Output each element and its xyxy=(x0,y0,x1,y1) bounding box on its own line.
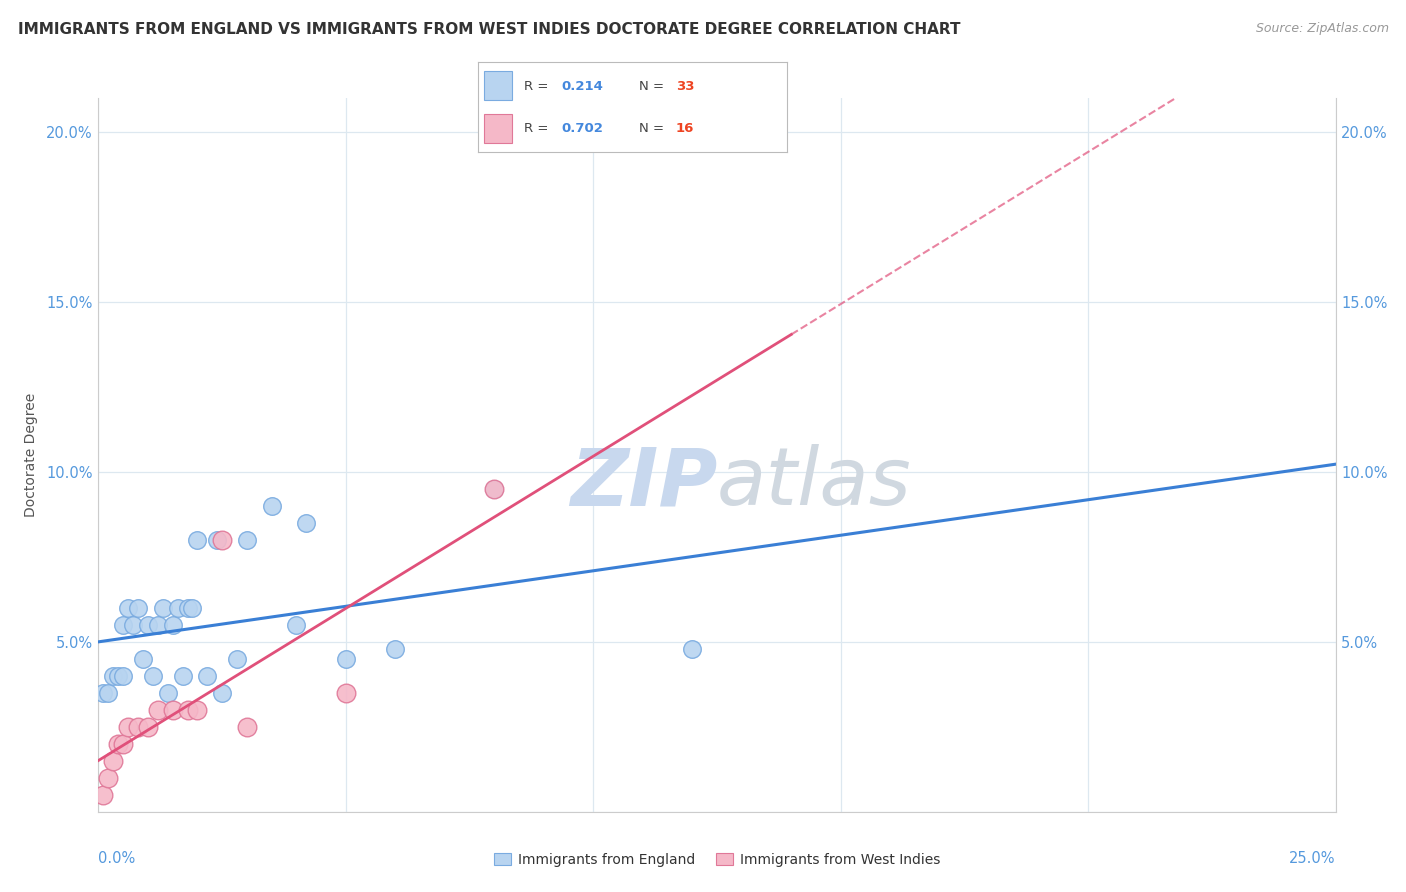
Point xyxy=(103,669,125,683)
Point xyxy=(195,669,218,683)
Text: atlas: atlas xyxy=(717,444,912,523)
Point xyxy=(186,703,208,717)
Text: 0.0%: 0.0% xyxy=(98,851,135,866)
Point xyxy=(484,482,506,496)
Text: 0.702: 0.702 xyxy=(561,122,603,135)
Point xyxy=(226,652,249,666)
Text: N =: N = xyxy=(638,122,668,135)
Text: Source: ZipAtlas.com: Source: ZipAtlas.com xyxy=(1256,22,1389,36)
Point xyxy=(162,703,184,717)
Point xyxy=(211,686,233,700)
Text: 16: 16 xyxy=(676,122,695,135)
Text: IMMIGRANTS FROM ENGLAND VS IMMIGRANTS FROM WEST INDIES DOCTORATE DEGREE CORRELAT: IMMIGRANTS FROM ENGLAND VS IMMIGRANTS FR… xyxy=(18,22,960,37)
Point xyxy=(186,533,208,547)
Point xyxy=(172,669,194,683)
Point xyxy=(127,600,149,615)
Text: 33: 33 xyxy=(676,79,695,93)
Point xyxy=(107,669,129,683)
Point xyxy=(211,533,233,547)
Point xyxy=(146,703,169,717)
Point xyxy=(285,617,308,632)
Point xyxy=(97,771,120,785)
Point xyxy=(136,720,159,734)
Point xyxy=(112,617,135,632)
Point xyxy=(236,720,259,734)
Point xyxy=(103,754,125,768)
Point xyxy=(681,641,703,656)
Point xyxy=(117,720,139,734)
Point xyxy=(260,499,283,513)
Point xyxy=(117,600,139,615)
Y-axis label: Doctorate Degree: Doctorate Degree xyxy=(24,392,38,517)
Point xyxy=(107,737,129,751)
Point xyxy=(93,686,115,700)
Point xyxy=(205,533,228,547)
Point xyxy=(152,600,174,615)
Text: ZIP: ZIP xyxy=(569,444,717,523)
Point xyxy=(146,617,169,632)
Point xyxy=(295,516,318,530)
Point xyxy=(127,720,149,734)
Point xyxy=(181,600,204,615)
Point xyxy=(335,686,357,700)
Point xyxy=(112,737,135,751)
Point xyxy=(176,703,198,717)
Point xyxy=(142,669,165,683)
Point xyxy=(484,482,506,496)
Point xyxy=(384,641,406,656)
Bar xyxy=(484,71,512,101)
Point xyxy=(166,600,188,615)
Text: R =: R = xyxy=(524,79,553,93)
Point xyxy=(162,617,184,632)
Legend: Immigrants from England, Immigrants from West Indies: Immigrants from England, Immigrants from… xyxy=(489,847,945,872)
Point xyxy=(97,686,120,700)
Text: N =: N = xyxy=(638,79,668,93)
Bar xyxy=(484,114,512,143)
Point xyxy=(176,600,198,615)
Text: R =: R = xyxy=(524,122,553,135)
Text: 25.0%: 25.0% xyxy=(1289,851,1336,866)
Point xyxy=(335,652,357,666)
Point xyxy=(132,652,155,666)
Point xyxy=(122,617,145,632)
Text: 0.214: 0.214 xyxy=(561,79,603,93)
Point xyxy=(156,686,179,700)
Point xyxy=(236,533,259,547)
Point xyxy=(112,669,135,683)
Point xyxy=(136,617,159,632)
Point xyxy=(93,788,115,802)
